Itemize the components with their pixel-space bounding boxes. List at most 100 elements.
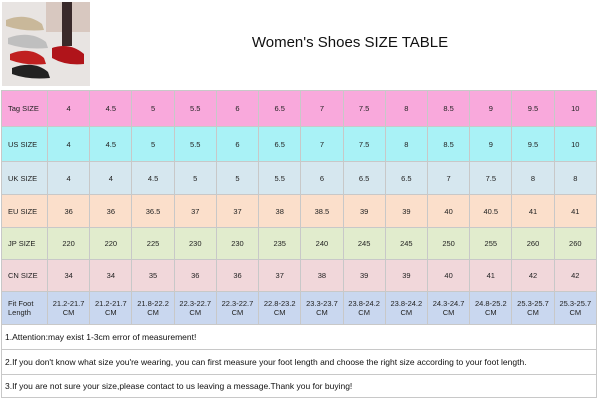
table-cell: 8: [384, 90, 428, 127]
note: 3.If you are not sure your size,please c…: [1, 375, 597, 398]
table-cell: 260: [511, 227, 555, 260]
table-cell: 7.5: [342, 126, 386, 162]
table-cell: 36.5: [131, 194, 175, 228]
table-cell: 260: [553, 227, 598, 260]
table-cell: 250: [426, 227, 471, 260]
table-row: US SIZE 4 4.5 5 5.5 6 6.5 7 7.5 8 8.5 9 9.5 10: [1, 126, 598, 162]
table-cell: 255: [469, 227, 513, 260]
table-cell: 40: [426, 259, 471, 292]
table-cell: 8: [511, 161, 555, 195]
table-cell: 23.8-24.2 CM: [342, 291, 386, 325]
row-header: Fit Foot Length: [1, 291, 48, 325]
table-cell: 36: [215, 259, 260, 292]
table-row: UK SIZE 4 4 4.5 5 5 5.5 6 6.5 6.5 7 7.5 8 8: [1, 161, 598, 195]
table-cell: 40.5: [469, 194, 513, 228]
table-cell: 6: [215, 126, 260, 162]
table-cell: 41: [469, 259, 513, 292]
table-cell: 6.5: [342, 161, 386, 195]
note: 1.Attention:may exist 1-3cm error of mea…: [1, 324, 597, 350]
table-cell: 4: [46, 161, 91, 195]
table-cell: 4: [46, 90, 91, 127]
table-cell: 7: [426, 161, 471, 195]
table-cell: 9.5: [511, 90, 555, 127]
row-header: JP SIZE: [1, 227, 48, 260]
note: 2.If you don't know what size you're wea…: [1, 350, 597, 375]
table-cell: 34: [89, 259, 133, 292]
table-cell: 6.5: [384, 161, 428, 195]
table-cell: 230: [173, 227, 217, 260]
table-cell: 4.5: [89, 90, 133, 127]
table-cell: 39: [384, 259, 428, 292]
table-cell: 37: [173, 194, 217, 228]
table-cell: 22.3-22.7 CM: [215, 291, 260, 325]
table-cell: 8: [553, 161, 598, 195]
table-cell: 9: [469, 90, 513, 127]
table-row: EU SIZE 36 36 36.5 37 37 38 38.5 39 39 40 40.5 41 41: [1, 194, 598, 228]
table-cell: 23.3-23.7 CM: [300, 291, 344, 325]
shoe-photo: [2, 2, 90, 86]
table-cell: 42: [553, 259, 598, 292]
table-cell: 24.3-24.7 CM: [426, 291, 471, 325]
table-cell: 5.5: [173, 126, 217, 162]
table-cell: 39: [342, 259, 386, 292]
table-cell: 21.2-21.7 CM: [46, 291, 91, 325]
table-cell: 235: [258, 227, 302, 260]
table-cell: 39: [384, 194, 428, 228]
table-cell: 6: [300, 161, 344, 195]
table-cell: 8.5: [426, 90, 471, 127]
table-cell: 7: [300, 126, 344, 162]
table-cell: 7.5: [342, 90, 386, 127]
table-cell: 6: [215, 90, 260, 127]
table-row: Tag SIZE 4 4.5 5 5.5 6 6.5 7 7.5 8 8.5 9 9.5 10: [1, 90, 598, 127]
table-cell: 5.5: [258, 161, 302, 195]
table-row: JP SIZE 220 220 225 230 230 235 240 245 245 250 255…: [1, 227, 598, 260]
table-cell: 8.5: [426, 126, 471, 162]
table-cell: 245: [384, 227, 428, 260]
table-cell: 6.5: [258, 90, 302, 127]
table-cell: 22.3-22.7 CM: [173, 291, 217, 325]
table-cell: 5: [173, 161, 217, 195]
table-cell: 37: [258, 259, 302, 292]
table-row: Fit Foot Length 21.2-21.7 CM 21.2-21.7 CM 2…: [1, 291, 598, 325]
table-cell: 4: [89, 161, 133, 195]
table-cell: 5.5: [173, 90, 217, 127]
table-cell: 8: [384, 126, 428, 162]
table-cell: 25.3-25.7 CM: [511, 291, 555, 325]
table-cell: 5: [215, 161, 260, 195]
size-table: Tag SIZE 4 4.5 5 5.5 6 6.5 7 7.5 8 8.5 9 9.5 10 US SIZ…: [1, 90, 598, 325]
table-cell: 41: [553, 194, 598, 228]
table-cell: 40: [426, 194, 471, 228]
table-cell: 4: [46, 126, 91, 162]
title: Women's Shoes SIZE TABLE: [251, 34, 449, 51]
table-cell: 9: [469, 126, 513, 162]
table-cell: 10: [553, 90, 598, 127]
row-header: US SIZE: [1, 126, 48, 162]
table-cell: 38: [300, 259, 344, 292]
table-cell: 38: [258, 194, 302, 228]
table-cell: 4.5: [89, 126, 133, 162]
table-cell: 10: [553, 126, 598, 162]
table-cell: 4.5: [131, 161, 175, 195]
table-cell: 220: [89, 227, 133, 260]
table-cell: 5: [131, 126, 175, 162]
table-row: CN SIZE 34 34 35 36 36 37 38 39 39 40 41 42 42: [1, 259, 598, 292]
table-cell: 36: [173, 259, 217, 292]
table-cell: 38.5: [300, 194, 344, 228]
table-cell: 21.2-21.7 CM: [89, 291, 133, 325]
table-cell: 225: [131, 227, 175, 260]
row-header: EU SIZE: [1, 194, 48, 228]
table-cell: 230: [215, 227, 260, 260]
table-cell: 24.8-25.2 CM: [469, 291, 513, 325]
table-cell: 6.5: [258, 126, 302, 162]
table-cell: 25.3-25.7 CM: [553, 291, 598, 325]
row-header: UK SIZE: [1, 161, 48, 195]
table-cell: 220: [46, 227, 91, 260]
table-cell: 39: [342, 194, 386, 228]
table-cell: 35: [131, 259, 175, 292]
table-cell: 21.8-22.2 CM: [131, 291, 175, 325]
table-cell: 5: [131, 90, 175, 127]
table-cell: 36: [89, 194, 133, 228]
table-cell: 7: [300, 90, 344, 127]
table-cell: 240: [300, 227, 344, 260]
